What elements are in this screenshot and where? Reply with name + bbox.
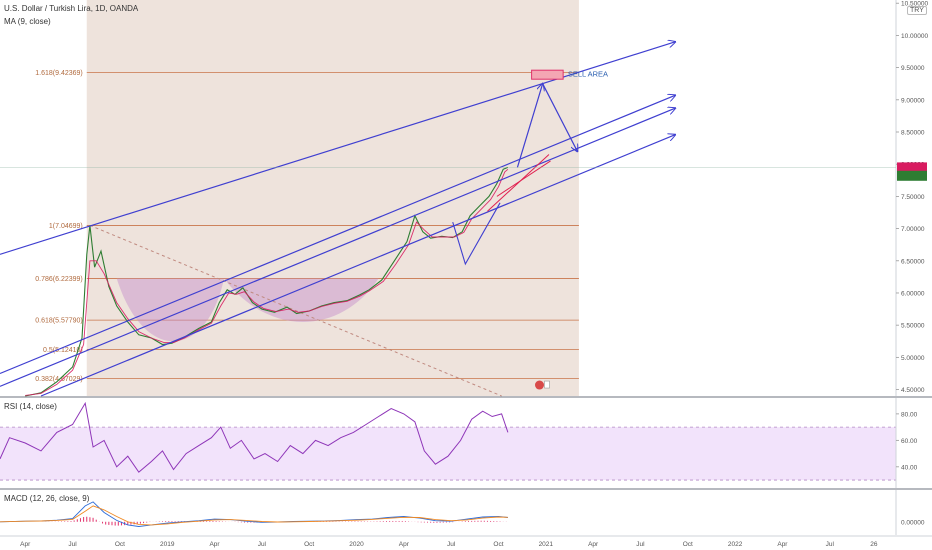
wedge-line-lower <box>496 160 551 197</box>
price-tick-label: 4.50000 <box>901 387 925 394</box>
time-tick-label: Apr <box>588 541 599 548</box>
price-tick-label: 5.50000 <box>901 323 925 330</box>
projection-zigzag <box>452 202 501 266</box>
time-tick-label: 2021 <box>539 541 554 548</box>
time-tick-label: 2022 <box>728 541 743 548</box>
time-tick-label: Apr <box>209 541 220 548</box>
time-tick-label: Jul <box>826 541 835 548</box>
macd-tick-label: 0.00000 <box>901 519 925 526</box>
fib-shaded-region <box>86 0 579 396</box>
price-tick-label: 7.50000 <box>901 194 925 201</box>
projection-arrow-up <box>516 84 542 168</box>
price-tick-label: 10.00000 <box>901 33 928 40</box>
fib-level-label: 1(7.04699) <box>49 223 83 230</box>
price-line <box>25 166 509 397</box>
fib-level-label: 1.618(9.42369) <box>35 70 82 77</box>
ma-legend: MA (9, close) <box>4 17 51 26</box>
time-tick-label: Jul <box>258 541 267 548</box>
channel-middle-line <box>0 108 675 387</box>
price-tick-label: 6.50000 <box>901 258 925 265</box>
fib-level-label: 0.5(5.12410) <box>43 347 83 354</box>
ma-last-value-tag <box>897 162 927 173</box>
price-tick-label: 8.50000 <box>901 130 925 137</box>
channel-upper-line <box>0 95 675 375</box>
fib-level-label: 0.618(5.57790) <box>35 318 82 325</box>
price-tick-label: 6.00000 <box>901 290 925 297</box>
rsi-band <box>0 427 896 481</box>
time-tick-label: Apr <box>20 541 31 548</box>
time-tick-label: Oct <box>683 541 693 548</box>
price-last-value-tag <box>897 170 927 181</box>
time-tick-label: 2019 <box>160 541 175 548</box>
ma-line <box>25 168 509 396</box>
rsi-line <box>0 401 509 473</box>
price-tick-label: 5.00000 <box>901 355 925 362</box>
time-tick-label: Apr <box>399 541 410 548</box>
rsi-tick-label: 80.00 <box>901 411 918 418</box>
time-tick-label: 2020 <box>349 541 364 548</box>
cup-pattern-shading <box>116 278 379 342</box>
sell-area-label: SELL AREA <box>568 70 608 79</box>
event-flag-icon <box>534 380 544 390</box>
price-tick-label: 7.00000 <box>901 226 925 233</box>
time-tick-label: 26 <box>870 541 878 548</box>
macd-legend: MACD (12, 26, close, 9) <box>4 494 90 503</box>
time-tick-label: Oct <box>493 541 503 548</box>
time-tick-label: Jul <box>68 541 77 548</box>
symbol-title: U.S. Dollar / Turkish Lira, 1D, OANDA <box>4 4 139 13</box>
rsi-legend: RSI (14, close) <box>4 402 57 411</box>
rsi-tick-label: 40.00 <box>901 464 918 471</box>
price-tick-label: 9.00000 <box>901 97 925 104</box>
time-tick-label: Jul <box>447 541 456 548</box>
price-tick-label: 9.50000 <box>901 65 925 72</box>
time-tick-label: Apr <box>777 541 788 548</box>
projection-arrow-down <box>542 83 578 152</box>
sell-area-box <box>531 69 564 80</box>
dashed-trendline <box>89 224 502 397</box>
time-tick-label: Oct <box>115 541 125 548</box>
fib-level-label: 0.786(6.22399) <box>35 276 82 283</box>
macd-line <box>0 501 508 527</box>
price-tick-label: 10.50000 <box>901 1 928 8</box>
channel-lower-line <box>40 135 675 397</box>
macd-signal-line <box>0 505 508 526</box>
time-tick-label: Jul <box>636 541 645 548</box>
time-tick-label: Oct <box>304 541 314 548</box>
currency-badge[interactable]: TRY <box>907 6 927 15</box>
event-count-badge <box>544 380 550 389</box>
rsi-tick-label: 60.00 <box>901 438 918 445</box>
